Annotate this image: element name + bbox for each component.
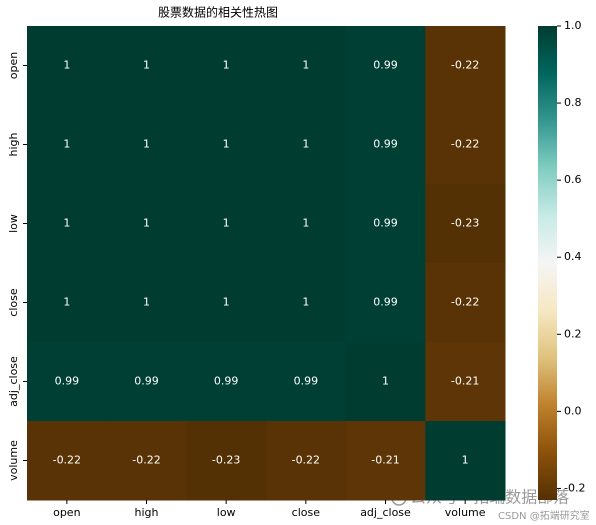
cell-label: 1 [63,296,70,309]
x-tick-label: volume [445,506,486,519]
heatmap-cell [186,26,267,106]
heatmap-cell [266,263,347,343]
heatmap-cell [186,105,267,185]
heatmap-cell [425,342,506,422]
chart-title: 股票数据的相关性热图 [158,5,278,20]
cell-label: -0.22 [451,296,479,309]
y-tick-label: volume [7,440,20,481]
cell-label: -0.22 [292,454,320,467]
cell-label: 1 [143,217,150,230]
colorbar-tick-label: 0.4 [564,250,582,263]
heatmap-cell [186,421,267,501]
colorbar-tick-label: 0.2 [564,327,582,340]
cell-label: 1 [302,217,309,230]
cell-label: 1 [143,138,150,151]
heatmap-cell [425,184,506,264]
cell-label: 1 [63,138,70,151]
cell-label: -0.22 [132,454,160,467]
heatmap-cell [106,26,187,106]
x-tick-label: close [292,506,321,519]
heatmap-cell [27,421,108,501]
heatmap-cell [345,184,426,264]
heatmap-cell [106,263,187,343]
x-tick-label: low [217,506,236,519]
cell-label: 1 [143,59,150,72]
cell-label: -0.21 [371,454,399,467]
heatmap-cell [106,105,187,185]
heatmap-cell [345,105,426,185]
heatmap-cell [425,263,506,343]
cell-label: 1 [63,59,70,72]
cell-label: -0.23 [212,454,240,467]
colorbar-tick-label: 0.8 [564,96,582,109]
cell-label: 0.99 [294,375,319,388]
y-tick-label: close [7,288,20,317]
cell-label: 0.99 [373,138,398,151]
cell-label: 1 [462,454,469,467]
colorbar-tick-label: 0.6 [564,173,582,186]
x-tick-label: adj_close [360,506,411,519]
cell-label: 1 [302,138,309,151]
heatmap-cell [266,342,347,422]
cell-label: 1 [382,375,389,388]
cell-label: 0.99 [373,59,398,72]
y-tick-label: open [7,52,20,79]
heatmap-cell [345,263,426,343]
cell-label: 1 [302,296,309,309]
heatmap-cell [27,105,108,185]
cell-label: 1 [223,59,230,72]
heatmap-cell [186,342,267,422]
heatmap-cell [27,26,108,106]
heatmap-cell [266,421,347,501]
heatmap-cell [27,342,108,422]
y-tick-label: low [7,214,20,233]
cell-label: -0.21 [451,375,479,388]
heatmap-cell [27,263,108,343]
heatmap-cell [266,105,347,185]
heatmap-cell [425,26,506,106]
cell-label: -0.22 [53,454,81,467]
cell-label: 1 [302,59,309,72]
heatmap-cell [266,26,347,106]
cell-label: 1 [143,296,150,309]
x-tick-label: open [53,506,80,519]
cell-label: 1 [223,217,230,230]
cell-label: 0.99 [55,375,80,388]
colorbar-tick-label: -0.2 [564,481,585,494]
heatmap-cell [345,26,426,106]
cell-label: 0.99 [214,375,239,388]
watermark: CSDN @拓端研究室 [498,509,590,522]
cell-label: 0.99 [134,375,159,388]
cell-label: 0.99 [373,296,398,309]
cell-label: 1 [223,138,230,151]
heatmap-cell [266,184,347,264]
colorbar-tick-label: 1.0 [564,19,582,32]
y-tick-label: high [7,132,20,156]
heatmap-cell [425,105,506,185]
cell-label: -0.22 [451,138,479,151]
heatmap-cell [106,342,187,422]
heatmap-cell [106,184,187,264]
heatmap-cell [345,421,426,501]
cell-label: -0.22 [451,59,479,72]
heatmap-cell [425,421,506,501]
heatmap-cell [186,184,267,264]
cell-label: 1 [63,217,70,230]
colorbar [538,26,557,500]
heatmap-cell [106,421,187,501]
heatmap-cell [27,184,108,264]
x-tick-label: high [135,506,159,519]
y-tick-label: adj_close [7,356,20,407]
cell-label: 0.99 [373,217,398,230]
heatmap-cell [186,263,267,343]
heatmap-cell [345,342,426,422]
cell-label: 1 [223,296,230,309]
cell-label: -0.23 [451,217,479,230]
colorbar-tick-label: 0.0 [564,404,582,417]
